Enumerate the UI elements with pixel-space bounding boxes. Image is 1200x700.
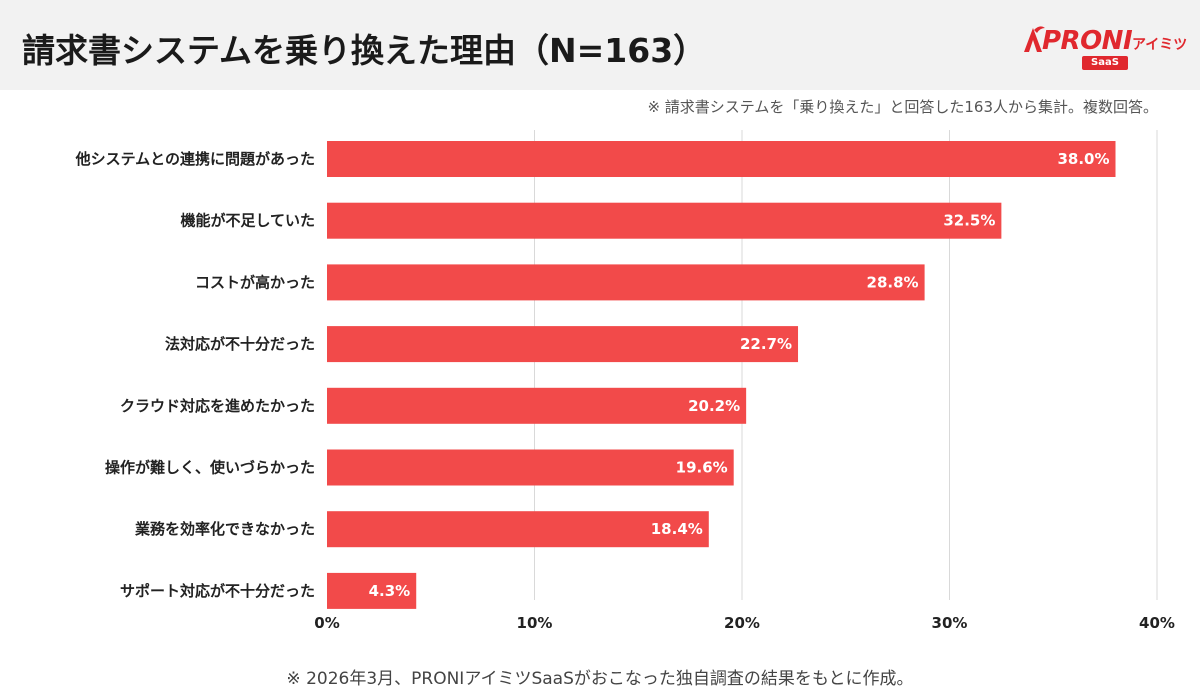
category-label: 機能が不足していた	[180, 212, 315, 230]
data-label: 38.0%	[1057, 150, 1109, 168]
bar	[327, 202, 1002, 239]
category-label: サポート対応が不十分だった	[120, 582, 315, 600]
category-label: 法対応が不十分だった	[165, 335, 315, 353]
source-footnote: ※ 2026年3月、PRONIアイミツSaaSがおこなった独自調査の結果をもとに…	[286, 669, 914, 689]
logo-text: PRONI	[1042, 26, 1133, 56]
data-label: 19.6%	[676, 459, 728, 477]
logo-kana: アイミツ	[1132, 37, 1188, 53]
data-label: 22.7%	[740, 335, 792, 353]
data-label: 4.3%	[369, 582, 411, 600]
bar	[327, 326, 799, 363]
bar	[327, 449, 734, 486]
header-band: 請求書システムを乗り換えた理由（N=163） PRONI アイミツ SaaS	[0, 0, 1200, 90]
category-label: 業務を効率化できなかった	[134, 520, 315, 538]
category-label: 操作が難しく、使いづらかった	[105, 459, 315, 477]
data-label: 18.4%	[651, 520, 703, 538]
data-label: 20.2%	[688, 397, 740, 415]
category-label: クラウド対応を進めたかった	[120, 397, 315, 415]
bar	[327, 572, 417, 609]
bar	[327, 141, 1116, 177]
x-tick-label: 40%	[1139, 614, 1175, 632]
bar-chart: 0% 10% 20% 30% 40% 他システムとの連携に問題があった 38.0% 機能が不足…	[75, 130, 1175, 632]
category-label: 他システムとの連携に問題があった	[75, 150, 315, 168]
bar	[327, 387, 747, 424]
data-label: 28.8%	[867, 273, 919, 291]
page-title: 請求書システムを乗り換えた理由（N=163）	[22, 31, 707, 70]
logo-mark-icon	[1024, 26, 1045, 52]
data-label: 32.5%	[943, 212, 995, 230]
survey-note: ※ 請求書システムを「乗り換えた」と回答した163人から集計。複数回答。	[647, 98, 1158, 116]
x-tick-label: 20%	[724, 614, 760, 632]
category-label: コストが高かった	[195, 273, 315, 291]
x-tick-label: 0%	[314, 614, 339, 632]
x-tick-label: 10%	[517, 614, 553, 632]
logo-saas-badge: SaaS	[1082, 56, 1128, 70]
brand-logo: PRONI アイミツ SaaS	[1020, 22, 1190, 72]
x-tick-label: 30%	[932, 614, 968, 632]
bar	[327, 264, 925, 301]
bar	[327, 511, 709, 548]
